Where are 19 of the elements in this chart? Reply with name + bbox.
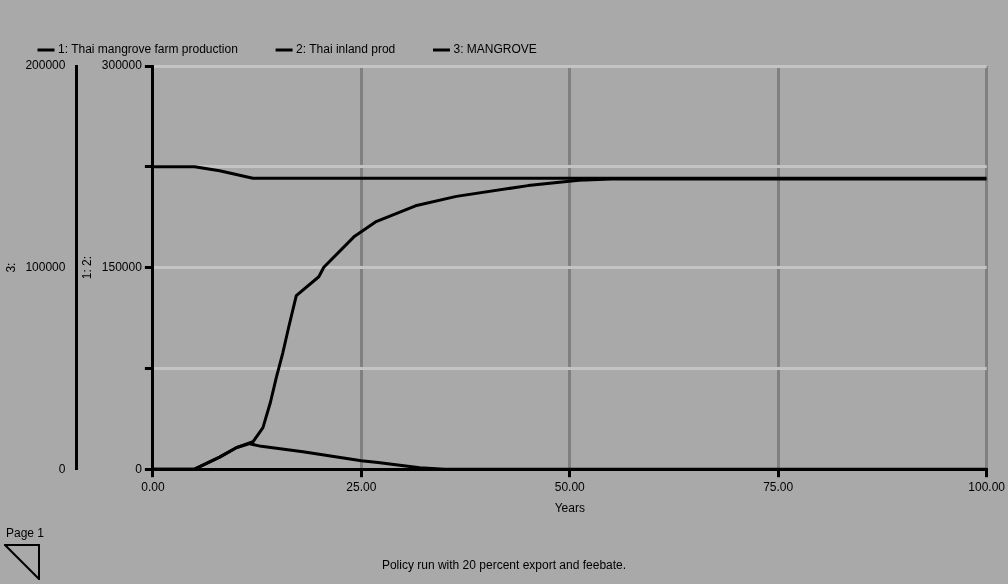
legend-label: 2: Thai inland prod bbox=[296, 42, 396, 57]
y2-tick-label: 0 bbox=[58, 461, 66, 476]
x-tick-label: 0.00 bbox=[141, 479, 165, 494]
y2-tick-label: 100000 bbox=[25, 259, 66, 274]
x-tick-label: 100.00 bbox=[968, 479, 1006, 494]
legend-label: 1: Thai mangrove farm production bbox=[58, 42, 238, 57]
text: Page 1 bbox=[6, 526, 45, 540]
y2-tick-label: 200000 bbox=[25, 58, 66, 73]
legend-label: 3: MANGROVE bbox=[453, 42, 537, 57]
y-tick-label: 0 bbox=[135, 461, 143, 476]
y-tick-label: 300000 bbox=[101, 58, 143, 73]
x-axis-title: Years bbox=[554, 501, 585, 516]
x-tick-label: 25.00 bbox=[346, 479, 377, 494]
y-axis-title: 1: 2: bbox=[79, 255, 94, 280]
y-tick-label: 150000 bbox=[101, 259, 143, 274]
y2-axis-title: 3: bbox=[3, 262, 18, 273]
text: Policy run with 20 percent export and feebate. bbox=[380, 558, 628, 572]
x-tick-label: 75.00 bbox=[763, 479, 794, 494]
x-tick-label: 50.00 bbox=[554, 479, 586, 494]
